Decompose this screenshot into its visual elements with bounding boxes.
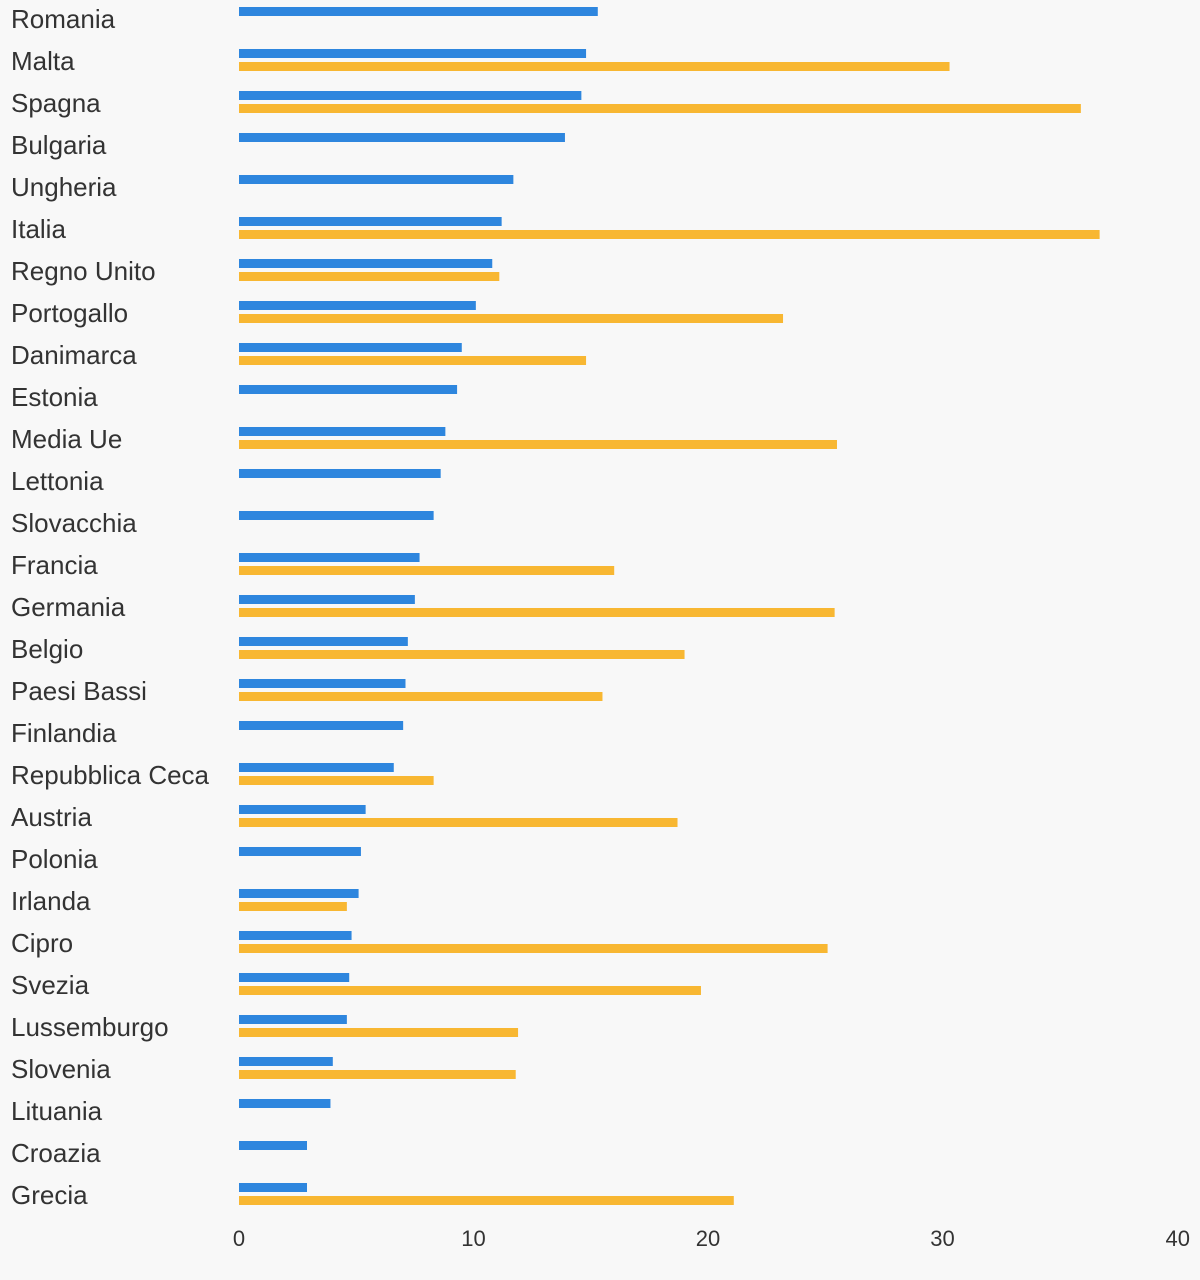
bar-series-1-francia: [239, 553, 420, 562]
bar-series-1-slovacchia: [239, 511, 434, 520]
bar-series-1-svezia: [239, 973, 350, 982]
category-label-media-ue: Media Ue: [11, 424, 122, 454]
category-label-romania: Romania: [11, 4, 116, 34]
bar-series-1-croazia: [239, 1141, 308, 1150]
bar-series-2-regno-unito: [239, 272, 500, 281]
x-tick-label-20: 20: [696, 1226, 720, 1251]
category-label-repubblica-ceca: Repubblica Ceca: [11, 760, 210, 790]
bar-series-2-francia: [239, 566, 615, 575]
bar-series-2-spagna: [239, 104, 1081, 113]
category-label-lettonia: Lettonia: [11, 466, 104, 496]
bar-series-1-belgio: [239, 637, 408, 646]
bar-series-1-regno-unito: [239, 259, 493, 268]
bar-series-1-irlanda: [239, 889, 359, 898]
category-label-slovenia: Slovenia: [11, 1054, 111, 1084]
bar-series-1-italia: [239, 217, 502, 226]
category-label-svezia: Svezia: [11, 970, 90, 1000]
bar-series-1-spagna: [239, 91, 582, 100]
category-label-regno-unito: Regno Unito: [11, 256, 156, 286]
bar-series-2-lussemburgo: [239, 1028, 519, 1037]
bar-series-1-repubblica-ceca: [239, 763, 394, 772]
category-label-belgio: Belgio: [11, 634, 83, 664]
category-labels: Romania Malta Spagna Bulgaria Ungheria Italia…: [11, 4, 210, 1210]
x-tick-label-10: 10: [461, 1226, 485, 1251]
category-label-estonia: Estonia: [11, 382, 98, 412]
bar-series-1-finlandia: [239, 721, 404, 730]
bar-series-2-svezia: [239, 986, 701, 995]
category-label-bulgaria: Bulgaria: [11, 130, 107, 160]
bar-series-2-malta: [239, 62, 950, 71]
bar-series-2-grecia: [239, 1196, 734, 1205]
bar-series-1-bulgaria: [239, 133, 565, 142]
bar-series-1-slovenia: [239, 1057, 333, 1066]
category-label-polonia: Polonia: [11, 844, 98, 874]
bar-series-1-cipro: [239, 931, 352, 940]
category-label-austria: Austria: [11, 802, 92, 832]
bar-series-1-polonia: [239, 847, 361, 856]
category-label-croazia: Croazia: [11, 1138, 101, 1168]
category-label-spagna: Spagna: [11, 88, 101, 118]
bar-series-2-media-ue: [239, 440, 837, 449]
bar-series-2-cipro: [239, 944, 828, 953]
bar-series-1-lituania: [239, 1099, 331, 1108]
category-label-lituania: Lituania: [11, 1096, 103, 1126]
bar-series-2-slovenia: [239, 1070, 516, 1079]
category-label-francia: Francia: [11, 550, 98, 580]
x-tick-label-0: 0: [233, 1226, 245, 1251]
bar-series-2-paesi-bassi: [239, 692, 603, 701]
bar-series-1-germania: [239, 595, 415, 604]
bar-series-2-irlanda: [239, 902, 347, 911]
bar-series-1-estonia: [239, 385, 458, 394]
category-label-slovacchia: Slovacchia: [11, 508, 137, 538]
category-label-irlanda: Irlanda: [11, 886, 91, 916]
bar-series-1-paesi-bassi: [239, 679, 406, 688]
bar-series-1-danimarca: [239, 343, 462, 352]
category-label-italia: Italia: [11, 214, 66, 244]
x-tick-label-30: 30: [930, 1226, 954, 1251]
x-axis-ticks: 0 10 20 30 40: [233, 1226, 1190, 1251]
category-label-portogallo: Portogallo: [11, 298, 128, 328]
bar-series-1-media-ue: [239, 427, 446, 436]
category-label-lussemburgo: Lussemburgo: [11, 1012, 169, 1042]
bar-series-1-grecia: [239, 1183, 308, 1192]
bar-series-2-austria: [239, 818, 678, 827]
x-tick-label-40: 40: [1166, 1226, 1190, 1251]
category-label-danimarca: Danimarca: [11, 340, 137, 370]
category-label-ungheria: Ungheria: [11, 172, 117, 202]
category-label-grecia: Grecia: [11, 1180, 88, 1210]
bar-series-1-lussemburgo: [239, 1015, 347, 1024]
category-label-germania: Germania: [11, 592, 126, 622]
bars: [239, 7, 1100, 1205]
bar-series-2-italia: [239, 230, 1100, 239]
category-label-cipro: Cipro: [11, 928, 73, 958]
bar-series-1-portogallo: [239, 301, 476, 310]
bar-series-1-austria: [239, 805, 366, 814]
bar-series-2-danimarca: [239, 356, 587, 365]
bar-series-1-lettonia: [239, 469, 441, 478]
bar-series-2-belgio: [239, 650, 685, 659]
bar-series-2-repubblica-ceca: [239, 776, 434, 785]
bar-series-1-romania: [239, 7, 598, 16]
bar-series-2-portogallo: [239, 314, 784, 323]
category-label-malta: Malta: [11, 46, 75, 76]
bar-series-1-malta: [239, 49, 587, 58]
bar-series-1-ungheria: [239, 175, 514, 184]
bar-series-2-germania: [239, 608, 835, 617]
category-label-finlandia: Finlandia: [11, 718, 117, 748]
category-label-paesi-bassi: Paesi Bassi: [11, 676, 147, 706]
